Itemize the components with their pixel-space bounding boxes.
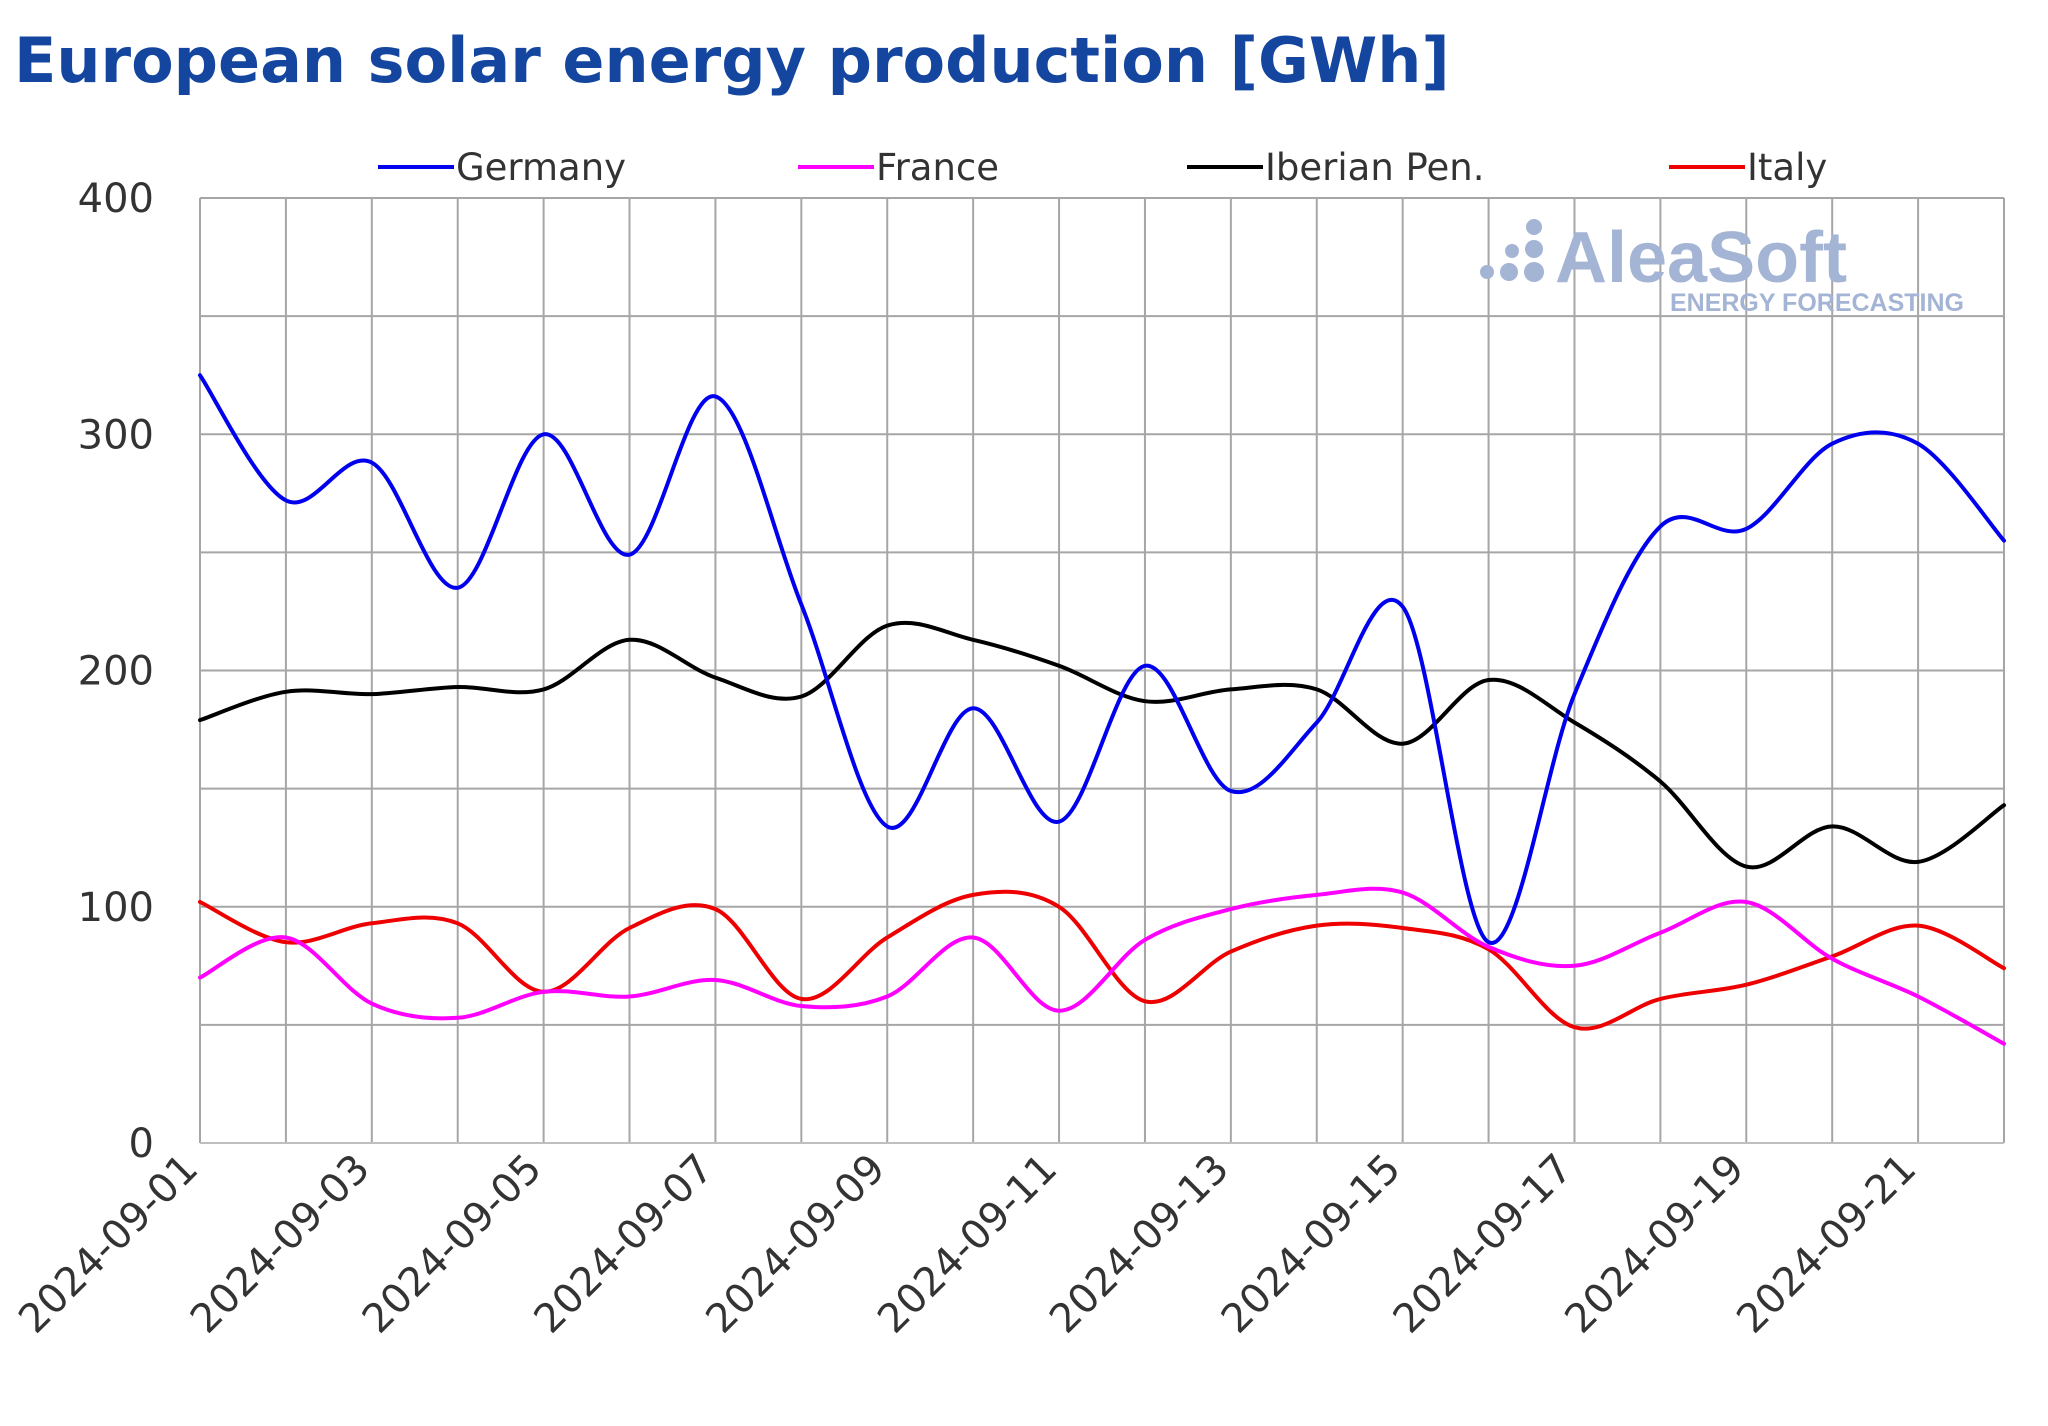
legend-item-iberian-pen[interactable]: Iberian Pen. [1187, 146, 1485, 189]
series-line-france [198, 886, 2006, 1046]
x-tick-label: 2024-09-07 [526, 1146, 723, 1343]
y-tick-label: 200 [78, 649, 154, 695]
logo-dot [1480, 265, 1494, 279]
series-line-iberian-pen [198, 620, 2006, 870]
series-lines [198, 373, 2006, 1046]
legend-label: Italy [1747, 146, 1827, 189]
aleasoft-dots-icon [1480, 219, 1544, 282]
y-tick-label: 300 [78, 412, 154, 458]
x-tick-label: 2024-09-09 [697, 1146, 894, 1343]
x-axis-ticks: 2024-09-012024-09-032024-09-052024-09-07… [10, 1146, 1925, 1343]
x-tick-label: 2024-09-15 [1213, 1146, 1410, 1343]
y-tick-label: 0 [129, 1121, 154, 1167]
x-tick-label: 2024-09-03 [182, 1146, 379, 1343]
legend-label: Iberian Pen. [1265, 146, 1485, 189]
x-tick-label: 2024-09-21 [1728, 1146, 1925, 1343]
x-tick-label: 2024-09-17 [1385, 1146, 1582, 1343]
x-tick-label: 2024-09-01 [10, 1146, 207, 1343]
y-axis-ticks: 0 100 200 300 400 [78, 176, 154, 1167]
legend-item-france[interactable]: France [798, 146, 999, 189]
chart-title: European solar energy production [GWh] [14, 24, 1450, 97]
logo-dot [1505, 244, 1519, 258]
logo-dot [1525, 240, 1543, 258]
x-tick-label: 2024-09-19 [1556, 1146, 1753, 1343]
legend-item-italy[interactable]: Italy [1669, 146, 1827, 189]
legend-label: France [876, 146, 999, 189]
y-tick-label: 100 [78, 885, 154, 931]
grid [199, 197, 2005, 1144]
legend[interactable]: Germany France Iberian Pen. Italy [378, 146, 1827, 189]
x-tick-label: 2024-09-13 [1041, 1146, 1238, 1343]
x-tick-label: 2024-09-05 [354, 1146, 551, 1343]
watermark-brand: AleaSoft [1555, 218, 1847, 298]
aleasoft-logo: AleaSoft ENERGY FORECASTING [1480, 218, 1964, 317]
logo-dot [1524, 262, 1544, 282]
x-tick-label: 2024-09-11 [869, 1146, 1066, 1343]
watermark-tagline: ENERGY FORECASTING [1670, 289, 1964, 317]
legend-label: Germany [456, 146, 626, 189]
series-line-italy [198, 889, 2006, 1031]
y-tick-label: 400 [78, 176, 154, 222]
series-line-germany [198, 373, 2006, 945]
legend-item-germany[interactable]: Germany [378, 146, 626, 189]
logo-dot [1500, 263, 1518, 281]
logo-dot [1526, 219, 1542, 235]
